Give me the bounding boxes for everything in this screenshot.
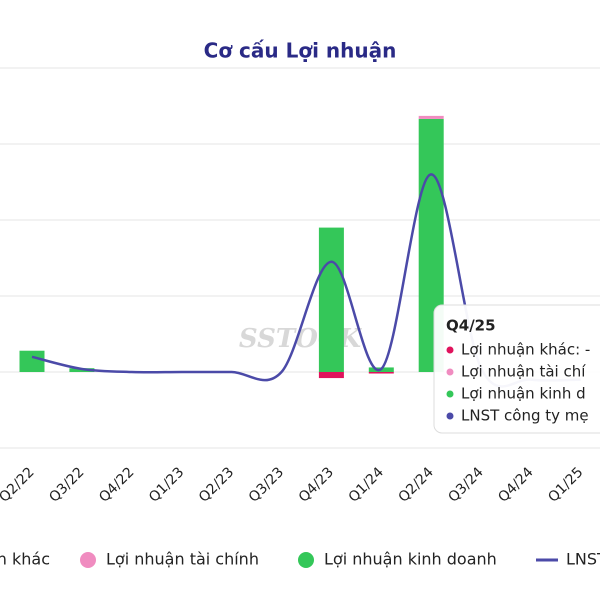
bar bbox=[318, 372, 344, 379]
x-tick-label: Q3/22 bbox=[46, 464, 87, 505]
chart-title: Cơ cấu Lợi nhuận bbox=[204, 39, 397, 63]
x-tick-label: Q2/24 bbox=[396, 464, 437, 505]
tooltip-dot bbox=[446, 368, 454, 376]
x-tick-label: Q4/22 bbox=[96, 464, 137, 505]
bar bbox=[418, 115, 444, 119]
bar bbox=[318, 227, 344, 372]
x-tick-label: Q3/24 bbox=[445, 464, 486, 505]
tooltip-dot bbox=[446, 390, 454, 398]
legend-marker bbox=[80, 552, 96, 568]
x-tick-label: Q2/23 bbox=[196, 464, 237, 505]
x-tick-label: Q4/23 bbox=[296, 464, 337, 505]
legend-label: Lợi nhuận khác bbox=[0, 550, 50, 569]
legend-label: LNST công ty mẹ bbox=[566, 550, 600, 569]
tooltip-box bbox=[433, 304, 600, 434]
legend-marker bbox=[298, 552, 314, 568]
tooltip-item: LNST công ty mẹ bbox=[461, 407, 589, 425]
tooltip-title: Q4/25 bbox=[446, 317, 496, 335]
x-tick-label: Q3/23 bbox=[246, 464, 287, 505]
tooltip: Q4/25 Lợi nhuận khác: - Lợi nhuận tài chí L… bbox=[433, 304, 600, 434]
bar bbox=[368, 372, 394, 374]
x-tick-label: Q2/22 bbox=[0, 464, 38, 505]
tooltip-item: Lợi nhuận tài chí bbox=[461, 363, 586, 381]
tooltip-item: Lợi nhuận khác: - bbox=[461, 341, 590, 359]
tooltip-dot bbox=[446, 346, 454, 354]
x-tick-label: Q4/24 bbox=[495, 464, 536, 505]
tooltip-item: Lợi nhuận kinh d bbox=[461, 385, 586, 403]
legend-label: Lợi nhuận tài chính bbox=[106, 550, 259, 569]
x-tick-label: Q1/23 bbox=[146, 464, 187, 505]
tooltip-dot bbox=[446, 412, 454, 420]
x-tick-label: Q1/25 bbox=[545, 464, 586, 505]
bar bbox=[19, 350, 45, 372]
legend-label: Lợi nhuận kinh doanh bbox=[324, 550, 497, 569]
x-tick-label: Q1/24 bbox=[346, 464, 387, 505]
